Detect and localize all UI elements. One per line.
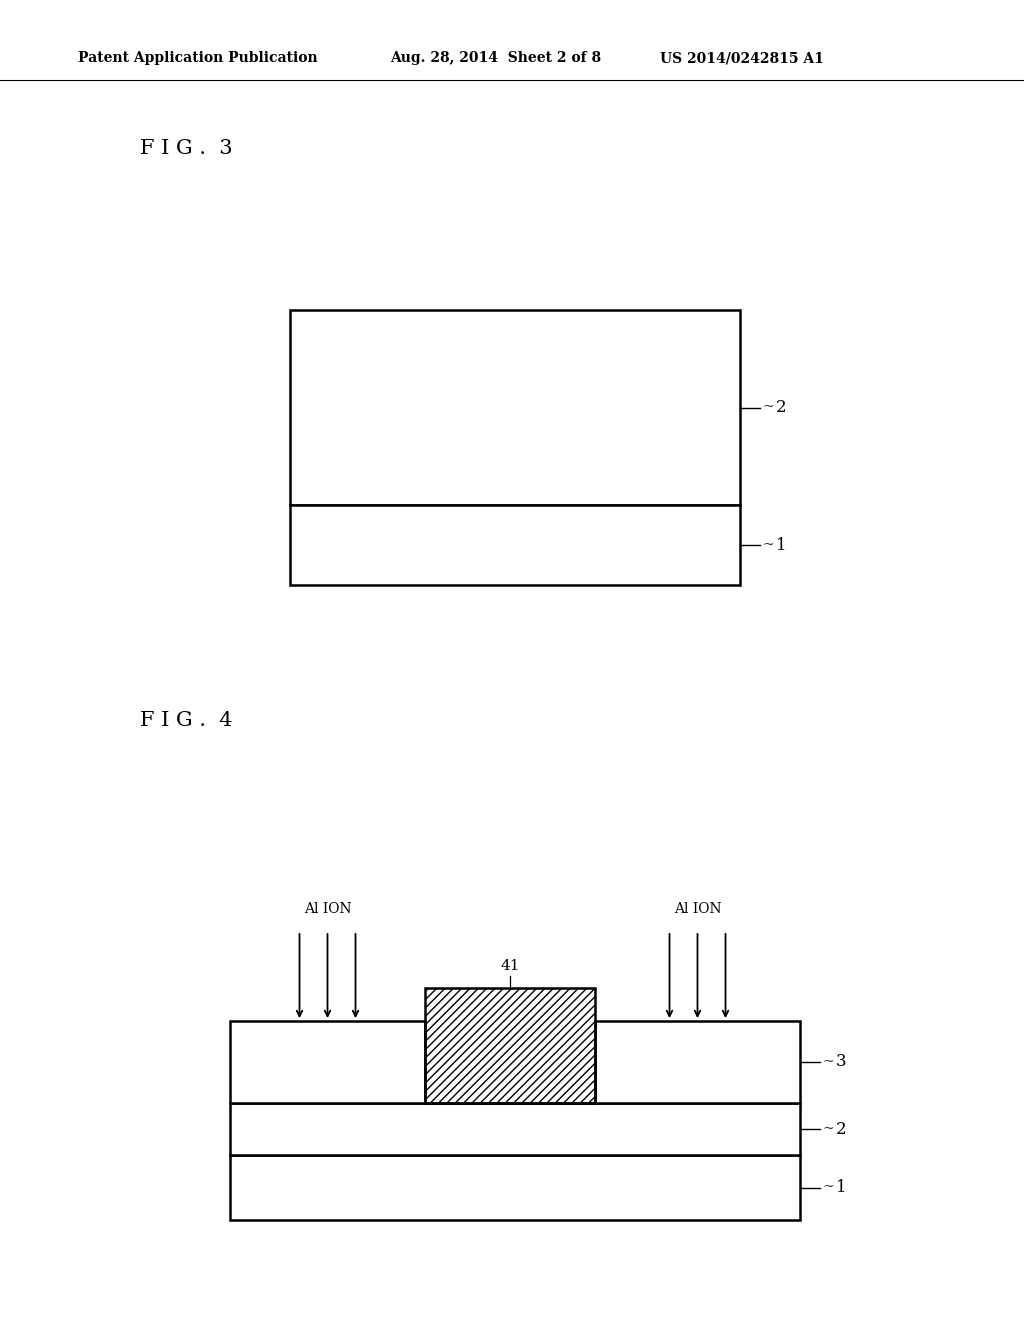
Text: US 2014/0242815 A1: US 2014/0242815 A1 xyxy=(660,51,824,65)
Text: ~: ~ xyxy=(822,1055,834,1069)
Text: F I G .  4: F I G . 4 xyxy=(140,710,232,730)
Text: 1: 1 xyxy=(836,1179,847,1196)
Text: Al ION: Al ION xyxy=(304,902,351,916)
Text: 41: 41 xyxy=(501,960,520,973)
Text: 2: 2 xyxy=(836,1121,847,1138)
Bar xyxy=(230,1155,800,1220)
Text: 3: 3 xyxy=(836,1053,847,1071)
Bar xyxy=(230,1104,800,1155)
Bar xyxy=(425,987,595,1104)
Text: ~: ~ xyxy=(762,400,773,414)
Bar xyxy=(595,1020,800,1104)
Text: Al ION: Al ION xyxy=(674,902,721,916)
Text: Patent Application Publication: Patent Application Publication xyxy=(78,51,317,65)
Bar xyxy=(290,506,740,585)
Text: Aug. 28, 2014  Sheet 2 of 8: Aug. 28, 2014 Sheet 2 of 8 xyxy=(390,51,601,65)
Text: F I G .  3: F I G . 3 xyxy=(140,139,232,157)
Bar xyxy=(230,1020,425,1104)
Text: ~: ~ xyxy=(822,1180,834,1195)
Text: ~: ~ xyxy=(822,1122,834,1137)
Bar xyxy=(290,310,740,506)
Text: 2: 2 xyxy=(776,399,786,416)
Text: ~: ~ xyxy=(762,539,773,552)
Text: 1: 1 xyxy=(776,536,786,553)
